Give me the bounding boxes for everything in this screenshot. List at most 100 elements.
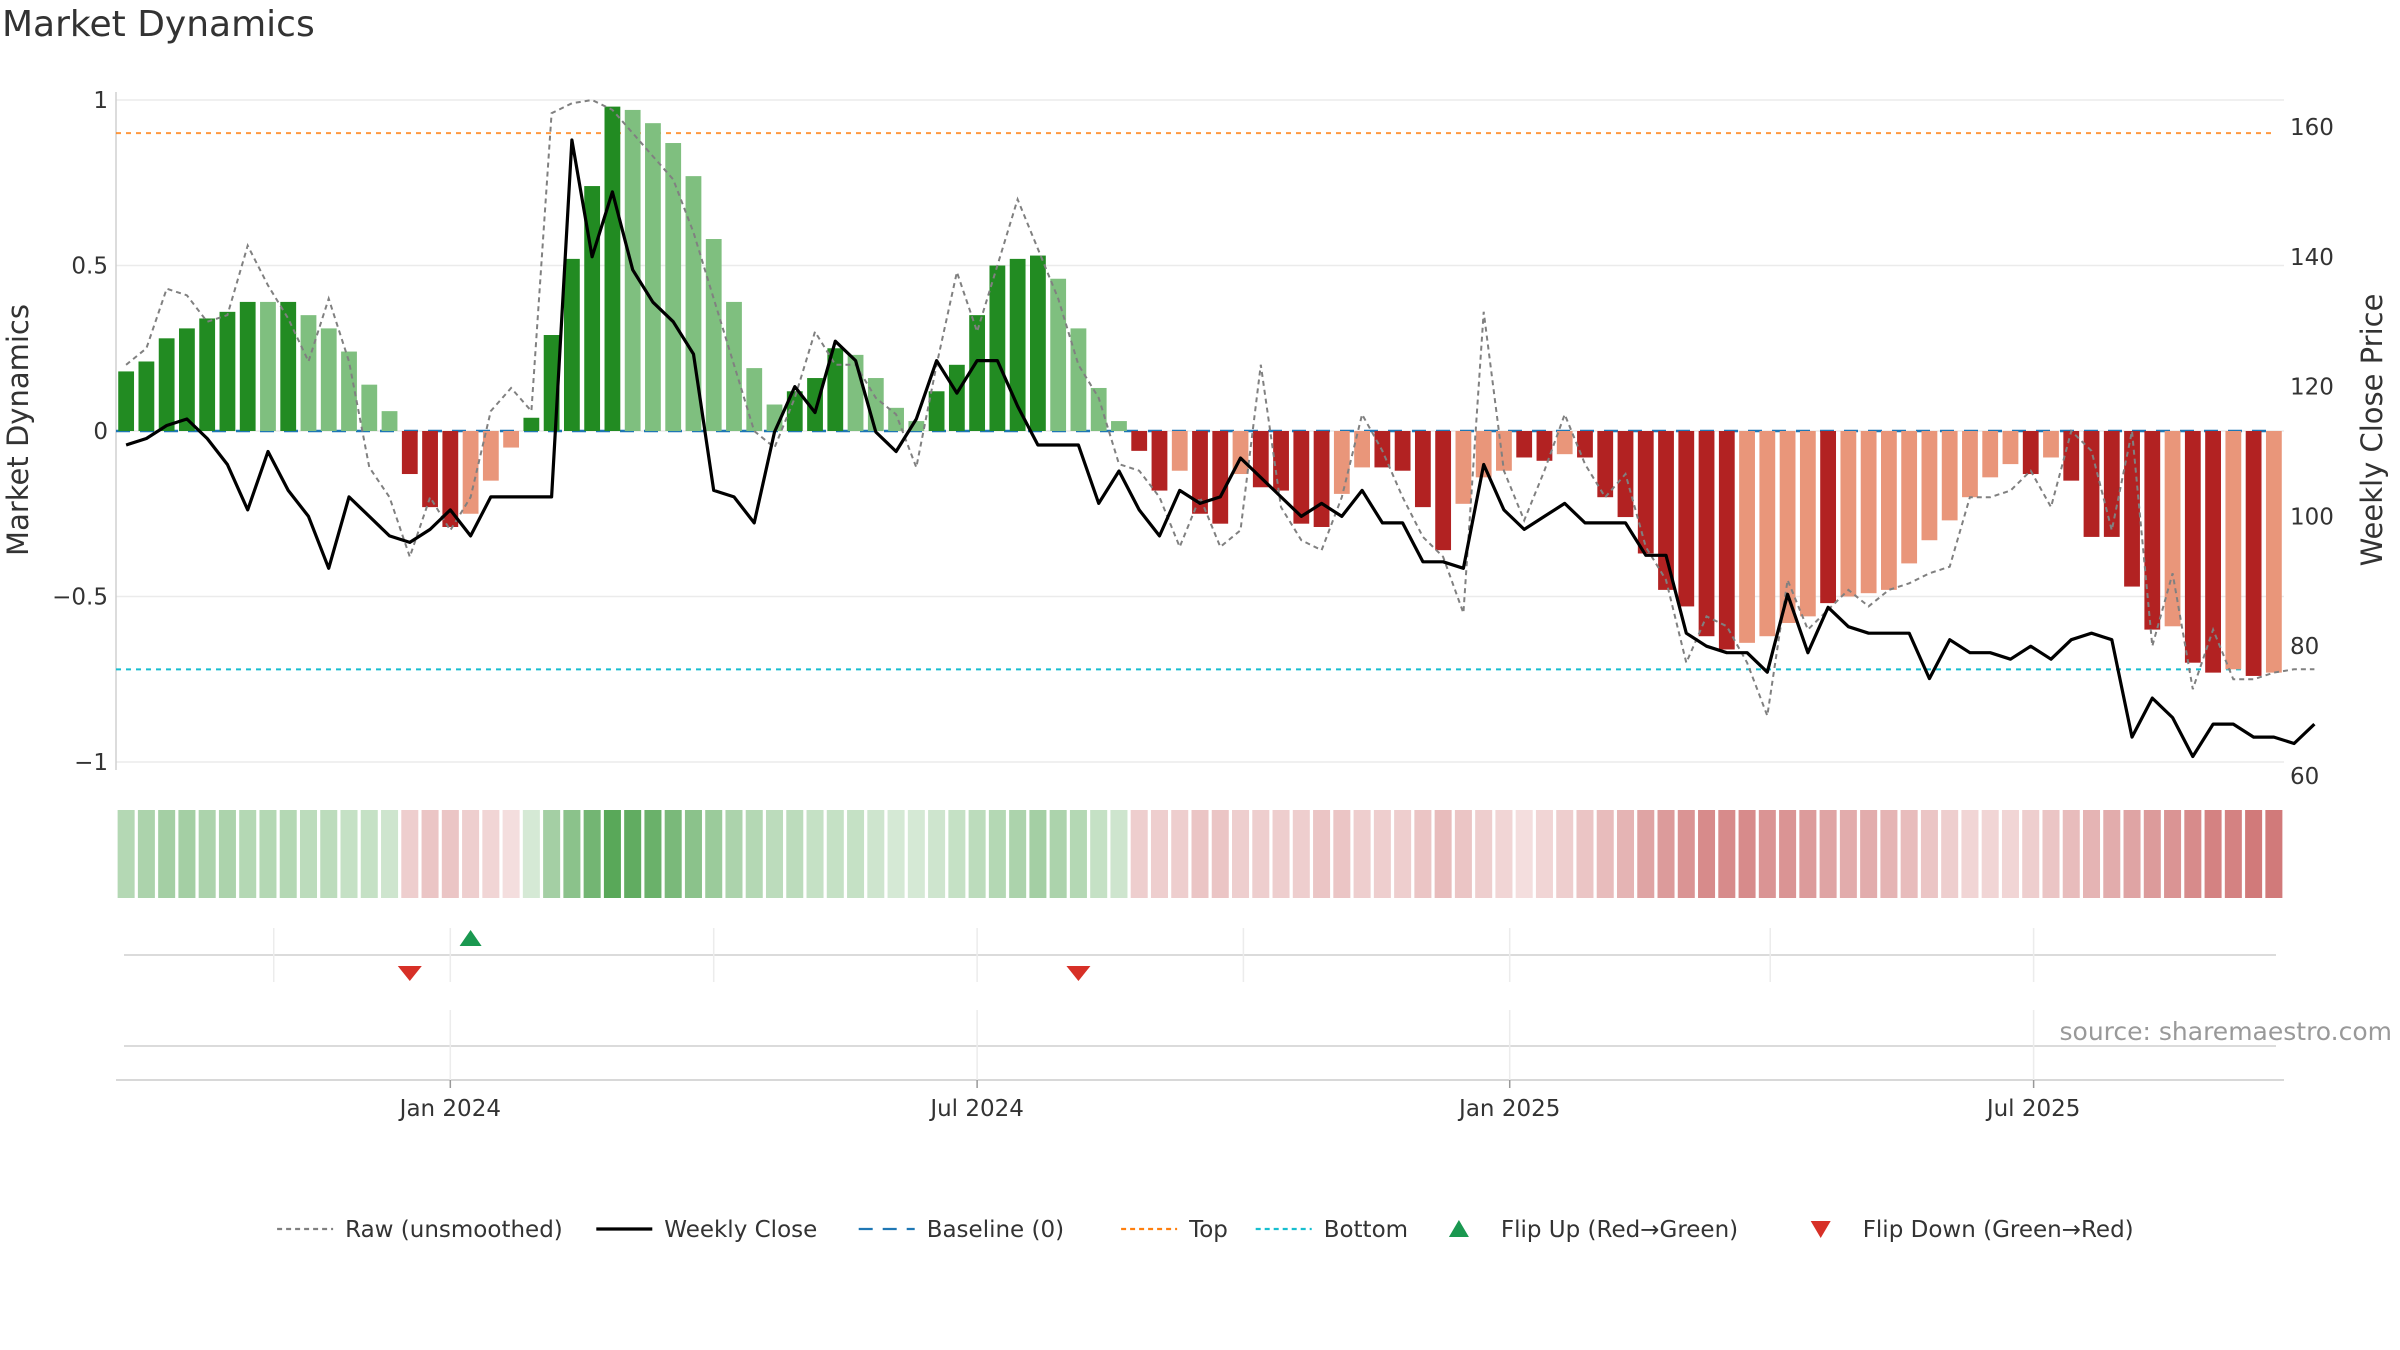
intensity-cell [279,810,297,898]
page-title: Market Dynamics [2,4,315,45]
dynamics-bar [462,431,479,514]
dynamics-bar [1718,431,1735,650]
date-tick-label: Jul 2024 [928,1096,1024,1122]
legend-label: Flip Down (Green→Red) [1863,1217,2134,1243]
dynamics-bar [280,301,297,431]
intensity-strip [117,810,2283,898]
legend-label: Flip Up (Red→Green) [1501,1217,1738,1243]
intensity-cell [1049,810,1067,898]
dynamics-bar [1921,431,1938,541]
dynamics-bar [1779,431,1796,623]
dynamics-bar [1678,431,1695,607]
intensity-cell [1657,810,1675,898]
intensity-cell [1677,810,1695,898]
dynamics-bar [1009,258,1026,431]
intensity-cell [502,810,520,898]
intensity-cell [1637,810,1655,898]
dynamics-bar [1090,387,1107,431]
dynamics-bar [888,407,904,431]
dynamics-bar [1414,431,1431,508]
source-credit: source: sharemaestro.com [2060,1017,2393,1046]
dynamics-bar [1759,431,1776,637]
intensity-cell [563,810,581,898]
dynamics-bar [1820,431,1837,604]
dynamics-bar [2103,431,2120,537]
right-tick-label: 160 [2290,115,2334,141]
intensity-cell [725,810,743,898]
intensity-cell [1860,810,1878,898]
left-axis-label: Market Dynamics [1,304,35,556]
dynamics-bar [2184,431,2201,663]
intensity-cell [1981,810,1999,898]
intensity-cell [2083,810,2101,898]
intensity-cell [2184,810,2202,898]
dynamics-bar [199,318,216,431]
intensity-cell [968,810,986,898]
dynamics-bar [1556,431,1573,455]
dynamics-bar [665,143,682,431]
dynamics-bar [1577,431,1593,458]
dynamics-bar [503,431,520,448]
intensity-cell [2224,810,2242,898]
intensity-cell [1313,810,1331,898]
dynamics-bar [908,421,925,431]
dynamics-bar [1637,431,1654,554]
dynamics-bar [2063,431,2080,481]
intensity-cell [806,810,824,898]
dynamics-bar [1475,431,1492,478]
date-tick-label: Jul 2025 [1985,1096,2081,1122]
intensity-cell [1130,810,1148,898]
intensity-cell [1475,810,1493,898]
dynamics-bar [1212,431,1229,524]
intensity-cell [1211,810,1229,898]
legend-label: Raw (unsmoothed) [345,1217,563,1243]
intensity-cell [765,810,784,898]
left-tick-label: 0.5 [71,254,108,280]
dynamics-bar [1880,431,1897,590]
intensity-cell [928,810,946,898]
dynamics-bar [2083,431,2100,537]
right-tick-label: 80 [2290,634,2319,660]
intensity-cell [2022,810,2040,898]
dynamics-bar [482,431,499,481]
dynamics-bar [1536,431,1553,461]
dynamics-bar [948,364,965,431]
intensity-cell [218,810,236,898]
intensity-cell [1941,810,1959,898]
intensity-cell [664,810,682,898]
dynamics-bar [442,431,459,527]
intensity-cell [381,810,399,898]
dynamics-bar [2265,431,2282,673]
intensity-cell [1596,810,1614,898]
intensity-cell [1738,810,1756,898]
intensity-cell [1961,810,1979,898]
intensity-cell [2001,810,2019,898]
dynamics-bar [1171,431,1188,471]
dynamics-bar [138,361,155,431]
intensity-cell [2103,810,2121,898]
intensity-cell [867,810,885,898]
intensity-cell [1434,810,1452,898]
dynamics-bar [1131,431,1148,451]
intensity-cell [887,810,905,898]
intensity-cell [1394,810,1412,898]
intensity-cell [1272,810,1290,898]
dynamics-bar [320,328,337,431]
dynamics-bar [1030,255,1046,431]
dynamics-bar [685,176,702,431]
intensity-cell [462,810,480,898]
dynamics-bar [1435,431,1452,551]
intensity-cell [1373,810,1391,898]
intensity-cell [2245,810,2263,898]
intensity-cell [603,810,621,898]
right-axis-ticks: 160 140 120 100 80 60 [2290,115,2334,790]
dynamics-bar [786,391,803,431]
date-tick-label: Jan 2024 [398,1096,501,1122]
dynamics-bar [2043,431,2059,458]
intensity-cell [320,810,338,898]
dynamics-bar [1192,431,1208,514]
dynamics-bar [1698,431,1715,637]
dynamics-bar [1962,431,1978,498]
intensity-cell [644,810,662,898]
